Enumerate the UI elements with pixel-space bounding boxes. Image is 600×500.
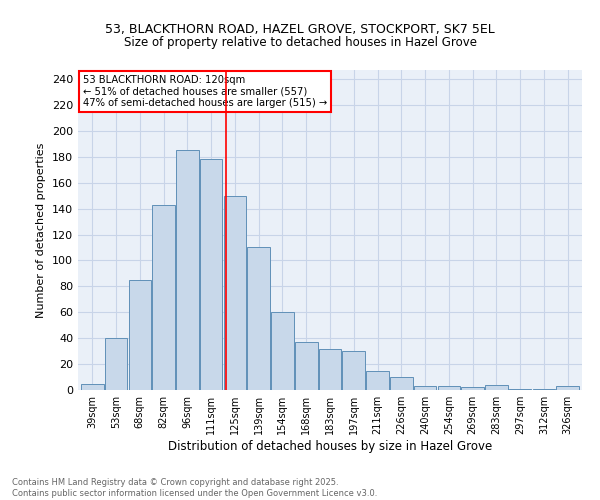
Text: 53 BLACKTHORN ROAD: 120sqm
← 51% of detached houses are smaller (557)
47% of sem: 53 BLACKTHORN ROAD: 120sqm ← 51% of deta… [83, 75, 327, 108]
Bar [224, 196, 246, 390]
Bar [271, 312, 294, 390]
Bar [533, 388, 555, 390]
Bar [556, 386, 579, 390]
Bar [414, 386, 436, 390]
Bar [390, 377, 413, 390]
Bar [176, 150, 199, 390]
Text: Contains HM Land Registry data © Crown copyright and database right 2025.
Contai: Contains HM Land Registry data © Crown c… [12, 478, 377, 498]
Bar [319, 348, 341, 390]
Bar [81, 384, 104, 390]
Bar [437, 386, 460, 390]
Bar [461, 388, 484, 390]
Bar [200, 160, 223, 390]
Y-axis label: Number of detached properties: Number of detached properties [37, 142, 46, 318]
Bar [485, 385, 508, 390]
Text: 53, BLACKTHORN ROAD, HAZEL GROVE, STOCKPORT, SK7 5EL: 53, BLACKTHORN ROAD, HAZEL GROVE, STOCKP… [105, 22, 495, 36]
Bar [295, 342, 317, 390]
X-axis label: Distribution of detached houses by size in Hazel Grove: Distribution of detached houses by size … [168, 440, 492, 453]
Bar [366, 370, 389, 390]
Text: Size of property relative to detached houses in Hazel Grove: Size of property relative to detached ho… [124, 36, 476, 49]
Bar [509, 388, 532, 390]
Bar [343, 351, 365, 390]
Bar [105, 338, 127, 390]
Bar [247, 248, 270, 390]
Bar [128, 280, 151, 390]
Bar [152, 204, 175, 390]
